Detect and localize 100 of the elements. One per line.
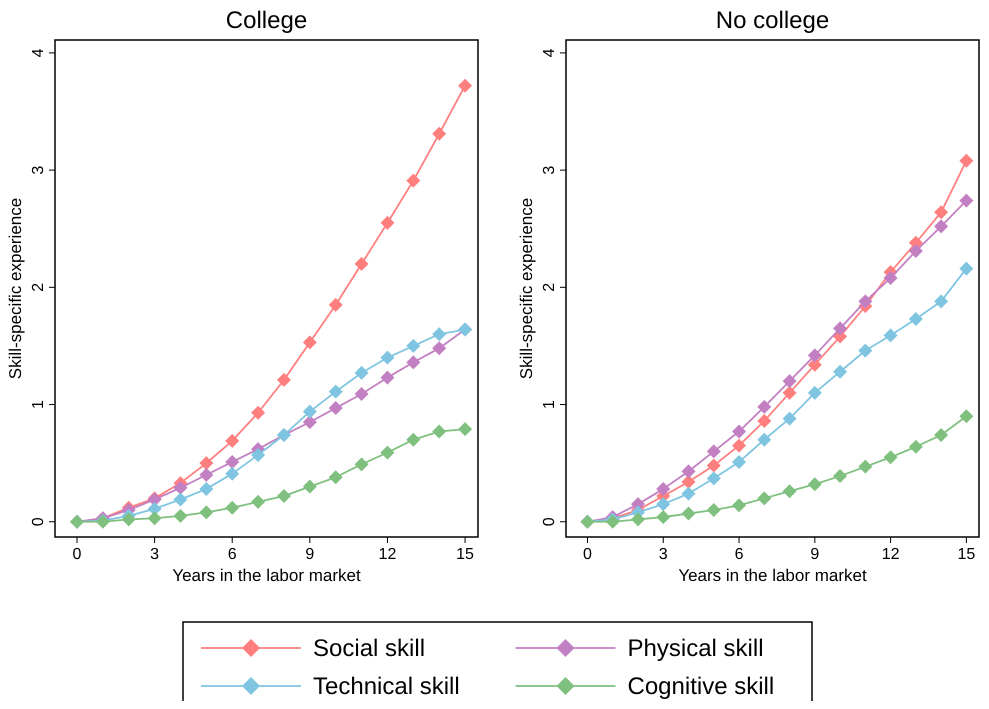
point [808,348,822,362]
y-tick-label: 4 [30,48,47,58]
point [354,256,369,271]
point [328,298,343,312]
point [225,434,240,448]
y-tick-label: 3 [541,166,558,175]
point [276,488,291,503]
point [782,386,797,400]
point [173,492,188,506]
point [432,424,446,439]
legend-label: Social skill [313,635,426,662]
point [833,321,848,336]
point [732,438,746,453]
point [757,432,772,447]
point [225,454,240,469]
x-tick-label: 9 [305,546,314,563]
point [225,500,240,515]
point [302,335,317,350]
point [682,464,696,478]
point [251,406,266,420]
point [682,486,696,501]
point [251,494,266,509]
point [173,480,188,495]
x-tick-label: 3 [150,546,160,563]
point [406,432,420,447]
point [682,474,696,489]
point [251,448,266,462]
point [782,374,797,388]
point [380,446,394,460]
point [706,444,721,458]
point [757,491,772,506]
point [706,458,721,472]
point [458,78,472,93]
y-tick-label: 0 [541,517,558,526]
point [706,503,721,518]
point [908,312,923,326]
point [934,428,948,442]
point [908,244,923,258]
y-tick-label: 1 [30,400,47,409]
point [858,344,872,358]
point [122,512,136,526]
point [808,386,822,400]
x-tick-label: 9 [810,546,820,563]
point [682,506,696,521]
x-tick-label: 3 [658,546,668,563]
point [354,457,369,472]
x-tick-label: 15 [957,546,976,563]
point [380,216,394,230]
point [757,400,772,414]
point [458,422,472,436]
point [432,126,446,141]
point [354,386,369,401]
y-tick-label: 0 [30,517,47,526]
point [934,294,948,308]
x-axis-title: Years in the labor market [172,566,361,585]
point [173,508,188,523]
point [328,470,343,484]
point [148,511,162,526]
x-tick-label: 15 [456,546,474,563]
point [432,327,446,342]
point [432,341,446,356]
point [302,480,317,494]
point [656,497,670,512]
point [884,328,898,342]
x-tick-label: 0 [72,546,82,563]
point [808,477,822,492]
point [380,350,394,365]
point [782,484,797,498]
point [276,372,291,387]
y-axis-title: Skill-specific experience [517,198,536,380]
point [782,412,797,426]
y-tick-label: 3 [30,166,47,175]
point [884,450,898,464]
point [354,366,369,380]
point [706,471,721,486]
point [406,174,420,188]
x-axis-title: Years in the labor market [678,566,867,585]
point [328,401,343,416]
point [656,510,670,524]
point [757,414,772,428]
point [934,205,948,220]
point [302,404,317,419]
point [959,154,974,168]
y-tick-label: 2 [30,282,47,292]
point [328,384,343,399]
point [630,512,645,526]
point [225,466,240,481]
point [934,219,948,234]
point [732,454,746,469]
point [959,409,974,424]
point [199,505,214,520]
point [833,469,848,484]
chart-title: College [226,7,308,34]
point [656,482,670,496]
y-tick-label: 4 [541,48,558,58]
point [199,468,214,482]
point [959,194,974,208]
legend-label: Physical skill [628,635,764,662]
point [302,415,317,430]
chart-title: No college [716,7,830,34]
